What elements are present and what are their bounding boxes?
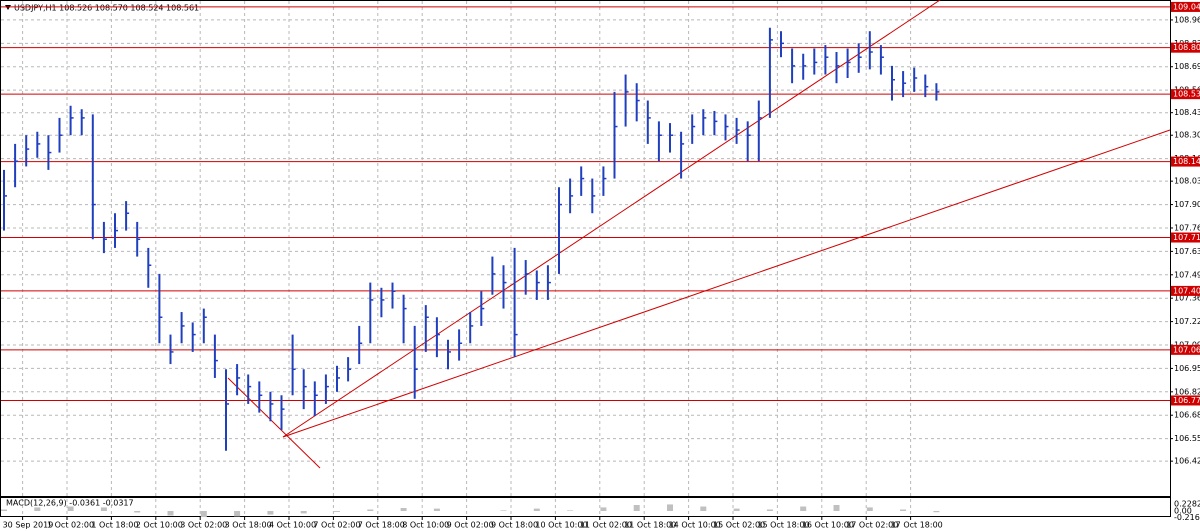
x-tick-label: 17 Oct 18:00 <box>891 521 943 530</box>
y-tick-label: 108.430 <box>1174 108 1200 117</box>
x-tick-label: 1 Oct 18:00 <box>91 521 138 530</box>
y-tick-label: 107.900 <box>1174 200 1200 209</box>
macd-bar <box>600 507 607 511</box>
x-tick-label: 15 Oct 18:00 <box>757 521 809 530</box>
trend-line <box>282 0 941 438</box>
y-tick-label: 106.955 <box>1174 364 1200 373</box>
x-tick-label: 15 Oct 02:00 <box>713 521 765 530</box>
macd-bar <box>100 507 107 511</box>
x-tick-label: 7 Oct 02:00 <box>313 521 360 530</box>
macd-bar <box>134 511 141 513</box>
y-tick-label: 107.360 <box>1174 294 1200 303</box>
x-tick-label: 30 Sep 2019 <box>3 521 54 530</box>
level-label: 107.062 <box>1173 345 1200 354</box>
level-label-bg <box>1171 156 1200 167</box>
x-tick-label: 2 Oct 10:00 <box>136 521 183 530</box>
macd-tick-label: 0.2282 <box>1174 500 1200 509</box>
level-label-bg <box>1171 344 1200 355</box>
x-tick-label: 14 Oct 10:00 <box>669 521 721 530</box>
level-label: 107.402 <box>1173 286 1200 295</box>
macd-bar <box>267 511 274 515</box>
macd-bar <box>500 510 507 511</box>
macd-bar <box>633 505 640 511</box>
macd-bar <box>167 511 174 516</box>
macd-bar <box>567 510 574 511</box>
x-tick-label: 1 Oct 02:00 <box>47 521 94 530</box>
x-tick-label: 4 Oct 10:00 <box>269 521 316 530</box>
level-label: 107.710 <box>1173 233 1200 242</box>
macd-bar <box>300 511 307 514</box>
x-tick-label: 3 Oct 02:00 <box>180 521 227 530</box>
y-tick-label: 108.695 <box>1174 62 1200 71</box>
y-tick-label: 106.685 <box>1174 411 1200 420</box>
plot-frame <box>0 0 1171 497</box>
trend-line <box>227 377 321 469</box>
level-label: 108.805 <box>1173 43 1200 52</box>
macd-bar <box>200 511 207 517</box>
macd-bar <box>833 505 840 511</box>
macd-bar <box>400 508 407 511</box>
level-label-bg <box>1171 89 1200 100</box>
macd-bar <box>367 509 374 511</box>
macd-bar <box>766 509 773 511</box>
macd-bar <box>800 506 807 511</box>
macd-bar <box>234 511 241 517</box>
macd-bar <box>1 509 7 511</box>
trend-line <box>282 129 1171 438</box>
macd-frame <box>0 497 1171 517</box>
y-tick-label: 108.035 <box>1174 177 1200 186</box>
level-label: 109.04 <box>1173 2 1200 11</box>
macd-bar <box>533 508 540 511</box>
macd-title: MACD(12,26,9) -0.0361 -0.0317 <box>6 499 134 508</box>
y-tick-label: 106.420 <box>1174 457 1200 466</box>
y-tick-label: 106.820 <box>1174 387 1200 396</box>
y-tick-label: 108.300 <box>1174 131 1200 140</box>
x-tick-label: 11 Oct 02:00 <box>580 521 632 530</box>
level-label-bg <box>1171 1 1200 12</box>
level-label: 108.148 <box>1173 157 1200 166</box>
x-tick-label: 9 Oct 18:00 <box>491 521 538 530</box>
macd-bar <box>733 508 740 511</box>
x-tick-label: 3 Oct 18:00 <box>225 521 272 530</box>
y-tick-label: 107.225 <box>1174 317 1200 326</box>
macd-bar <box>34 507 41 511</box>
y-tick-label: 107.765 <box>1174 223 1200 232</box>
level-label-bg <box>1171 395 1200 406</box>
chart-title: USDJPY,H1 108.526 108.570 108.524 108.56… <box>14 4 199 13</box>
macd-bar <box>700 506 707 511</box>
macd-bar <box>67 506 74 511</box>
level-label-bg <box>1171 232 1200 243</box>
macd-tick-label: 0.00 <box>1174 507 1192 516</box>
macd-bar <box>667 504 673 511</box>
x-tick-label: 17 Oct 02:00 <box>846 521 898 530</box>
y-tick-label: 107.630 <box>1174 247 1200 256</box>
macd-tick-label: -0.2168 <box>1174 513 1200 522</box>
y-tick-label: 106.550 <box>1174 434 1200 443</box>
macd-bar <box>900 509 907 511</box>
y-tick-label: 108.965 <box>1174 15 1200 24</box>
macd-bar <box>334 511 340 512</box>
level-label: 106.770 <box>1173 396 1200 405</box>
x-tick-label: 8 Oct 10:00 <box>402 521 449 530</box>
x-tick-label: 7 Oct 18:00 <box>358 521 405 530</box>
x-tick-label: 10 Oct 10:00 <box>535 521 587 530</box>
level-label: 108.537 <box>1173 90 1200 99</box>
macd-bar <box>933 511 940 513</box>
x-tick-label: 11 Oct 18:00 <box>624 521 676 530</box>
x-tick-label: 16 Oct 10:00 <box>802 521 854 530</box>
menu-icon <box>5 5 11 10</box>
macd-bar <box>866 507 873 511</box>
level-label-bg <box>1171 285 1200 296</box>
y-tick-label: 107.495 <box>1174 270 1200 279</box>
macd-bar <box>433 508 440 511</box>
x-tick-label: 9 Oct 02:00 <box>447 521 494 530</box>
level-label-bg <box>1171 42 1200 53</box>
